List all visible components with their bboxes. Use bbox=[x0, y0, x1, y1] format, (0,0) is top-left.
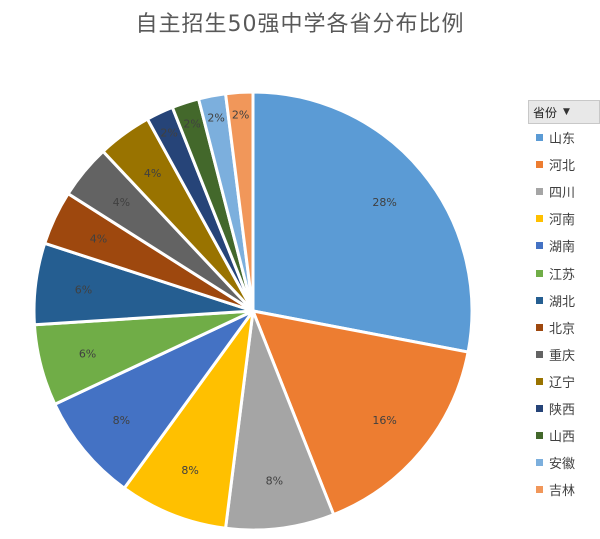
legend-swatch bbox=[536, 242, 543, 250]
legend-label: 湖北 bbox=[549, 294, 576, 310]
data-label-河南: 8% bbox=[181, 464, 198, 477]
legend-item-北京: 北京 bbox=[528, 314, 600, 341]
legend-item-重庆: 重庆 bbox=[528, 341, 600, 368]
legend-swatch bbox=[536, 215, 543, 223]
pie-slice-四川 bbox=[223, 310, 336, 532]
legend-item-湖南: 湖南 bbox=[528, 232, 600, 259]
data-label-陕西: 2% bbox=[160, 127, 177, 140]
data-label-北京: 4% bbox=[90, 232, 107, 245]
legend-item-山东: 山东 bbox=[528, 124, 600, 151]
legend-header-label: 省份 bbox=[533, 105, 558, 120]
legend-label: 辽宁 bbox=[549, 375, 576, 391]
pie-slice-湖南 bbox=[52, 309, 255, 491]
legend-filter-button[interactable]: 省份 ▼ bbox=[528, 100, 600, 124]
legend-swatch bbox=[536, 377, 543, 385]
legend-label: 江苏 bbox=[549, 267, 576, 283]
legend-item-吉林: 吉林 bbox=[528, 476, 600, 503]
legend-item-四川: 四川 bbox=[528, 178, 600, 205]
data-label-山西: 2% bbox=[183, 118, 200, 131]
data-label-湖北: 6% bbox=[75, 284, 92, 297]
pie-slice-吉林 bbox=[223, 90, 255, 312]
legend-item-河北: 河北 bbox=[528, 151, 600, 178]
legend-swatch bbox=[536, 161, 543, 169]
legend-swatch bbox=[536, 188, 543, 196]
legend-item-河南: 河南 bbox=[528, 205, 600, 232]
data-label-吉林: 2% bbox=[232, 108, 249, 121]
legend-swatch bbox=[536, 350, 543, 358]
chart-title: 自主招生50强中学各省分布比例 bbox=[135, 12, 465, 37]
triangle-down-icon: ▼ bbox=[563, 107, 570, 117]
data-label-安徽: 2% bbox=[207, 111, 224, 124]
legend-items: 山东河北四川河南湖南江苏湖北北京重庆辽宁陕西山西安徽吉林 bbox=[528, 124, 600, 503]
data-label-重庆: 4% bbox=[113, 196, 130, 209]
legend-label: 安徽 bbox=[549, 457, 576, 473]
legend-label: 吉林 bbox=[549, 484, 576, 500]
data-label-江苏: 6% bbox=[79, 347, 96, 360]
data-label-四川: 8% bbox=[266, 474, 283, 487]
legend-item-陕西: 陕西 bbox=[528, 395, 600, 422]
legend-item-江苏: 江苏 bbox=[528, 259, 600, 286]
legend-swatch bbox=[536, 486, 543, 494]
legend-label: 河南 bbox=[549, 213, 576, 229]
legend-swatch bbox=[536, 404, 543, 412]
legend-swatch bbox=[536, 269, 543, 277]
legend-item-安徽: 安徽 bbox=[528, 449, 600, 476]
legend-label: 北京 bbox=[549, 321, 576, 337]
legend-item-湖北: 湖北 bbox=[528, 287, 600, 314]
legend-label: 四川 bbox=[549, 186, 576, 202]
pie-slice-河北 bbox=[250, 309, 470, 517]
legend: 省份 ▼ 山东河北四川河南湖南江苏湖北北京重庆辽宁陕西山西安徽吉林 bbox=[528, 100, 600, 503]
legend-label: 湖南 bbox=[549, 240, 576, 256]
data-label-辽宁: 4% bbox=[144, 167, 161, 180]
legend-swatch bbox=[536, 323, 543, 331]
legend-label: 陕西 bbox=[549, 402, 576, 418]
data-label-湖南: 8% bbox=[113, 414, 130, 427]
pie-chart: 28% 16% 8% 8% 8% 6% 6% 4% 4% 4% 2% 2% 2% 2% bbox=[32, 90, 474, 532]
data-label-山东: 28% bbox=[372, 196, 396, 209]
legend-label: 河北 bbox=[549, 159, 576, 175]
legend-swatch bbox=[536, 296, 543, 304]
data-label-河北: 16% bbox=[372, 414, 396, 427]
legend-item-山西: 山西 bbox=[528, 422, 600, 449]
pie-slice-山东 bbox=[251, 90, 474, 354]
legend-label: 重庆 bbox=[549, 348, 576, 364]
legend-item-辽宁: 辽宁 bbox=[528, 368, 600, 395]
legend-swatch bbox=[536, 459, 543, 467]
legend-label: 山东 bbox=[549, 132, 576, 148]
pie-slice-河南 bbox=[122, 310, 255, 530]
legend-label: 山西 bbox=[549, 430, 576, 446]
legend-swatch bbox=[536, 432, 543, 440]
legend-swatch bbox=[536, 134, 543, 142]
